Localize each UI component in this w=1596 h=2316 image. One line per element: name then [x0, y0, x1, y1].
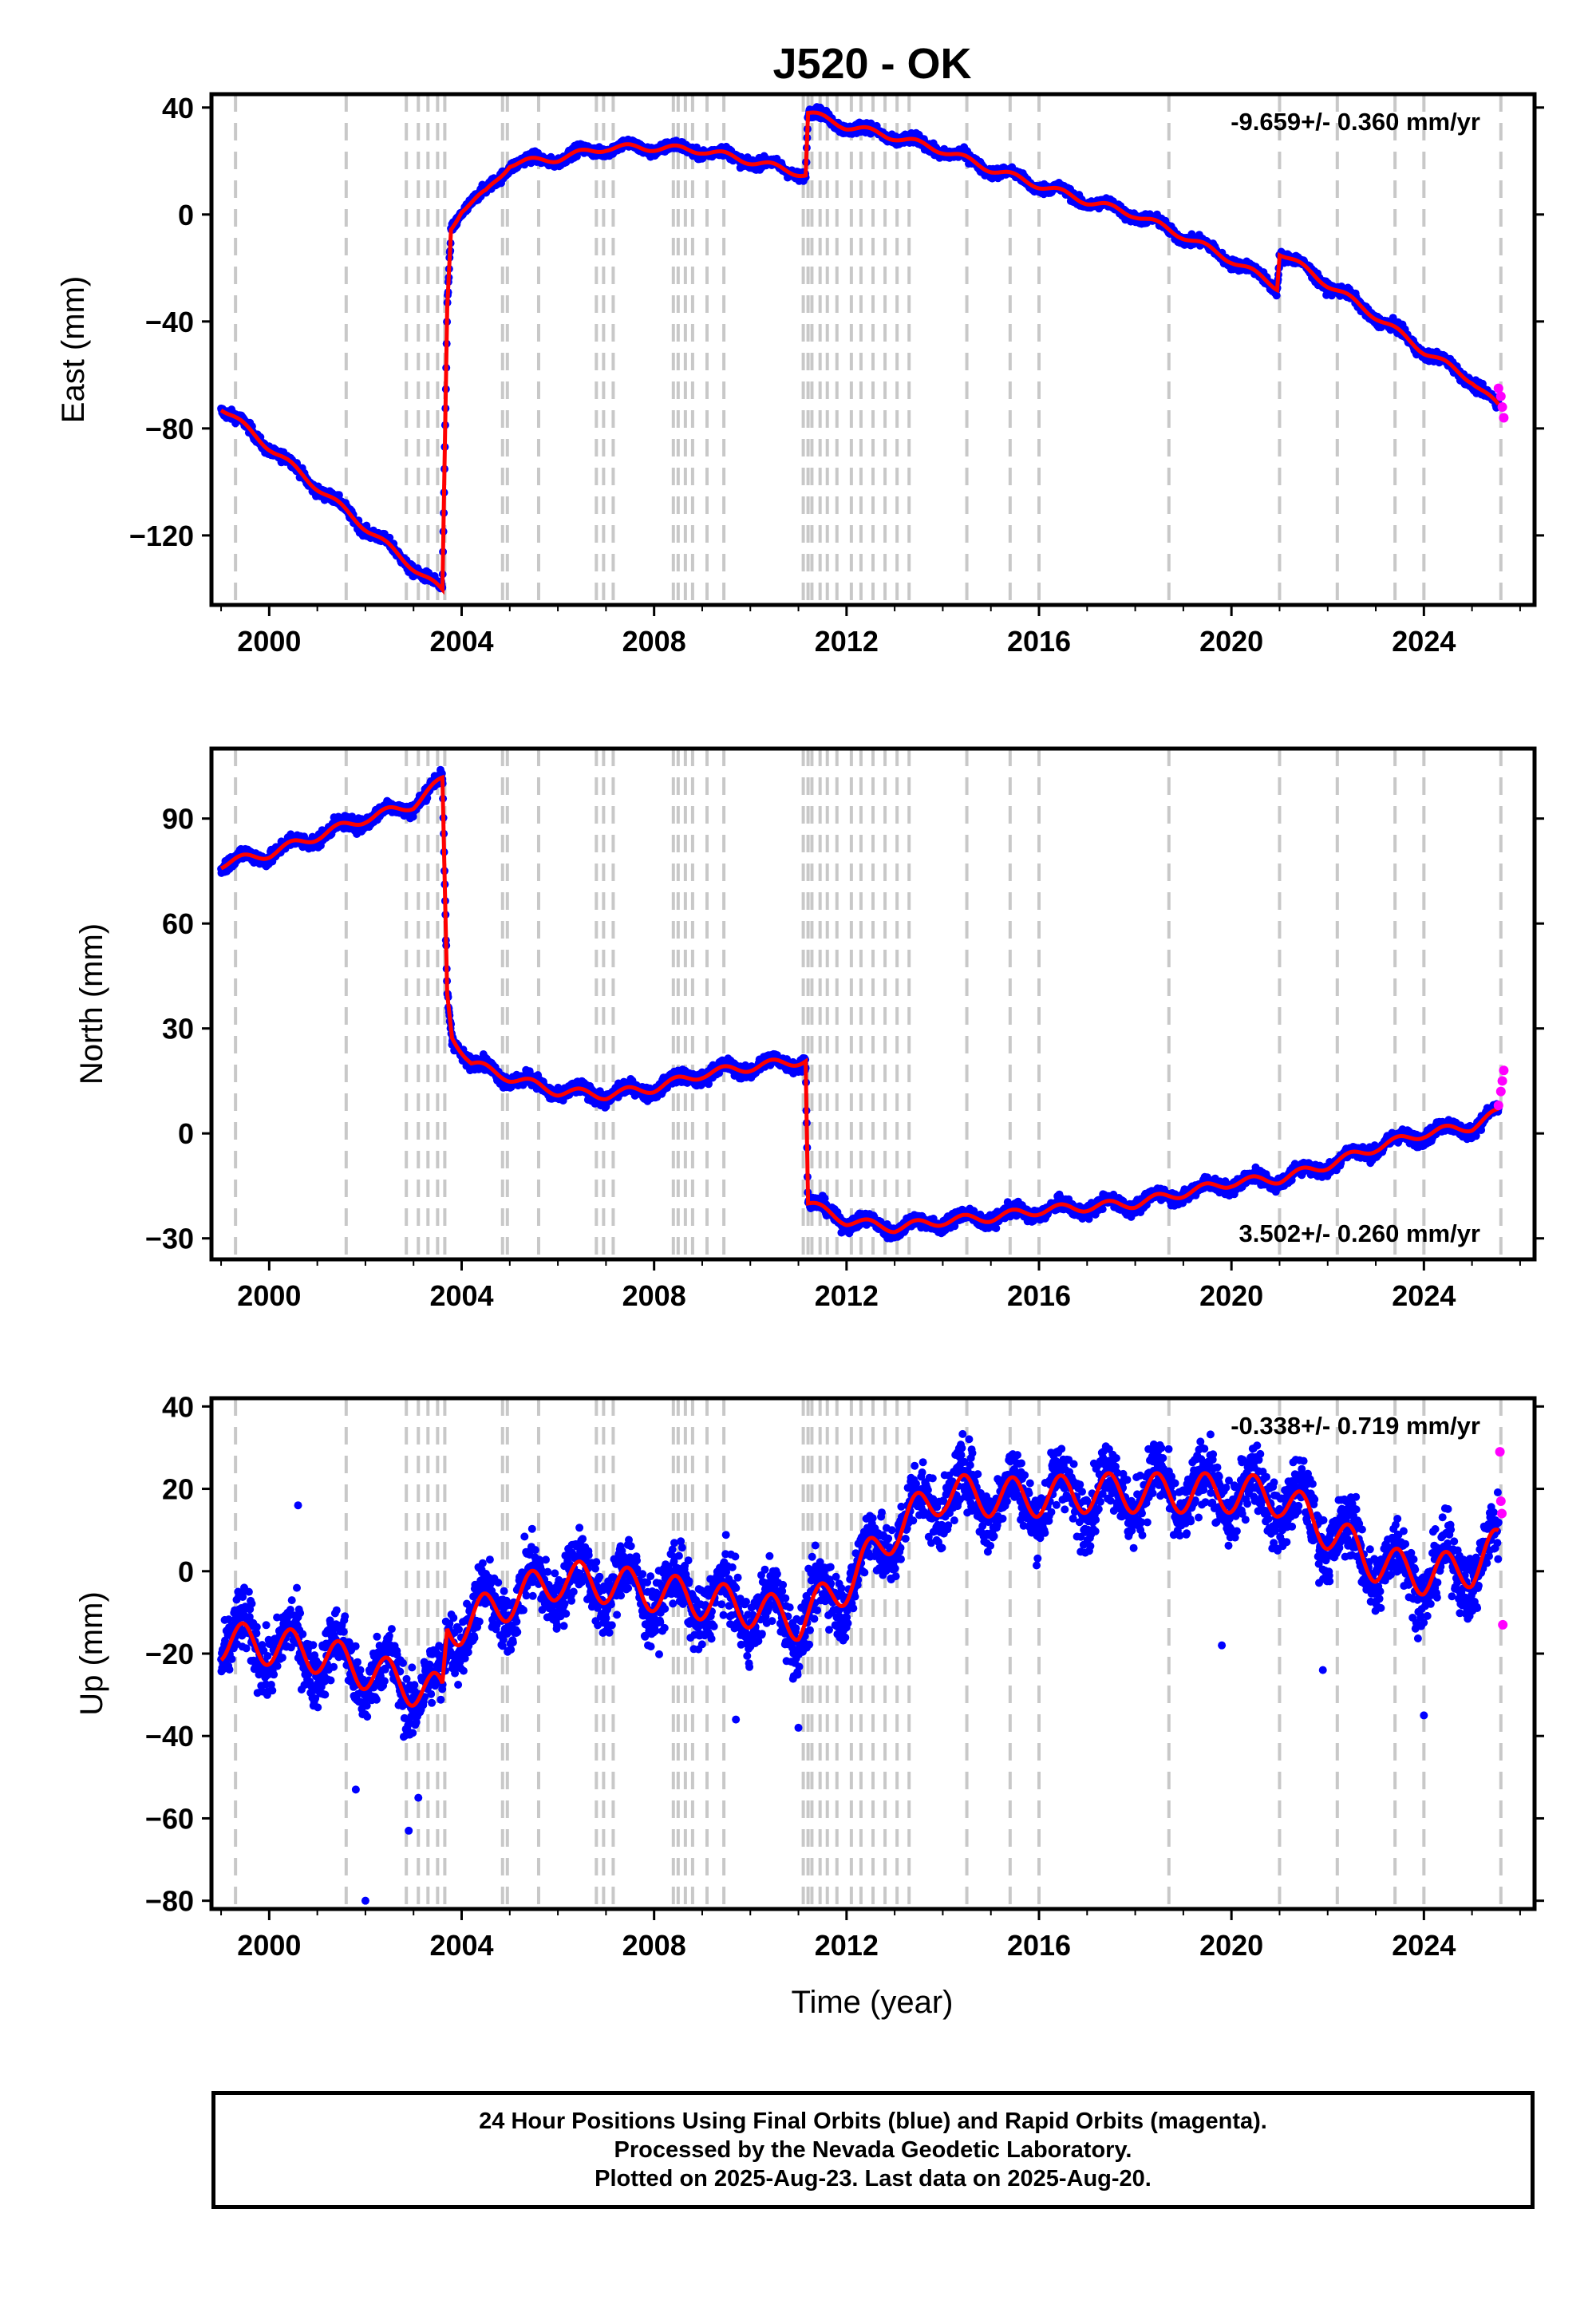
x-tick-label: 2020	[1199, 625, 1263, 658]
plot-area	[217, 749, 1509, 1259]
x-tick-label: 2000	[237, 625, 301, 658]
rate-label: -9.659+/- 0.360 mm/yr	[1231, 108, 1480, 136]
x-tick-label: 2004	[429, 625, 493, 658]
x-tick-label: 2008	[622, 625, 686, 658]
y-tick-label: −80	[145, 413, 194, 445]
final-points	[217, 103, 1503, 593]
rapid-point	[1499, 413, 1509, 423]
x-tick-label: 2016	[1007, 625, 1071, 658]
chart-title: J520 - OK	[772, 40, 971, 88]
y-tick-label: 40	[162, 92, 194, 124]
y-tick-label: −120	[129, 520, 194, 552]
y-tick-label: 0	[178, 199, 194, 231]
panel-east: 40 0 −40 −80 −120 2000 2004 2008 2012 2016 2020 202…	[56, 92, 1544, 658]
rapid-point	[1497, 402, 1507, 413]
panels: 40 0 −40 −80 −120 2000 2004 2008 2012 2016 2020 202…	[56, 92, 1544, 1962]
y-axis-label: East (mm)	[56, 276, 91, 423]
x-tick-label: 2012	[815, 625, 879, 658]
plot-area	[217, 94, 1509, 605]
y-tick-label: −40	[145, 306, 194, 338]
data-point	[385, 533, 394, 542]
x-tick-label: 2024	[1392, 625, 1456, 658]
rapid-point	[1495, 391, 1506, 401]
